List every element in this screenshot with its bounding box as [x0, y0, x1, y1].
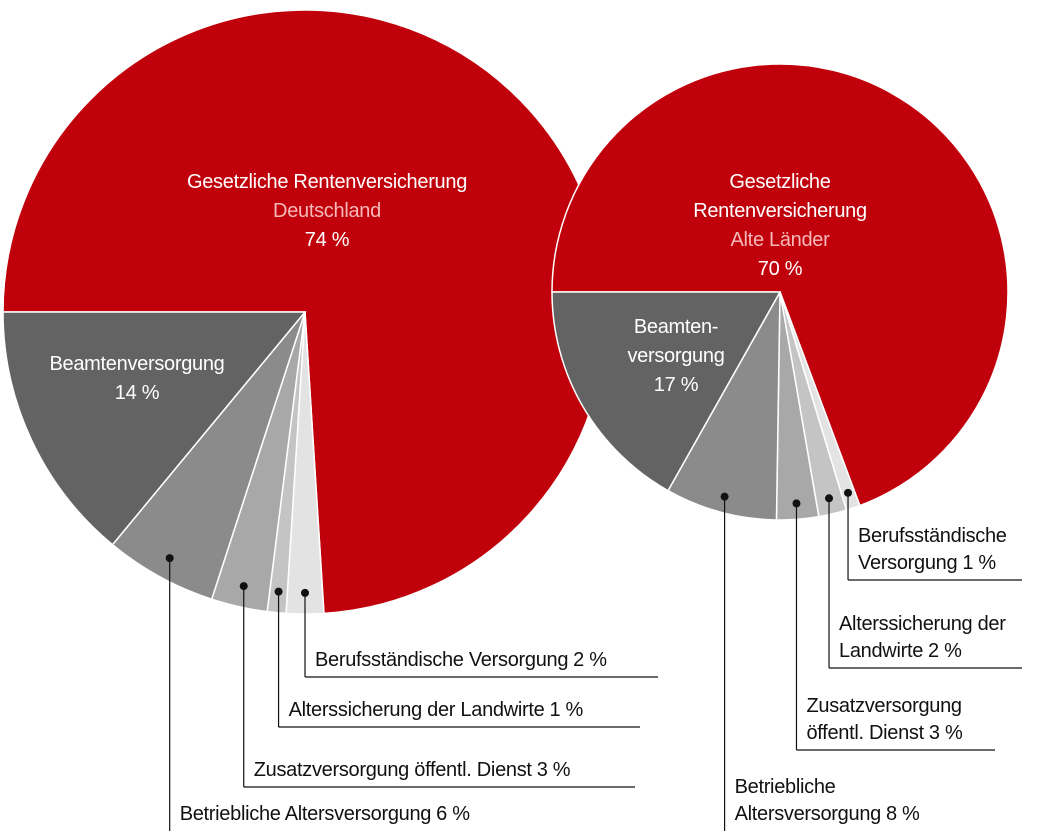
value-label: 2 %	[928, 640, 962, 662]
value-label: 8 %	[885, 803, 920, 825]
subtitle: Deutschland	[273, 200, 381, 222]
value-label: 74 %	[304, 229, 350, 251]
category-label: Gesetzliche Rentenversicherung	[693, 171, 867, 222]
value-label: 1 %	[962, 552, 996, 574]
category-label: Beamtenversorgung	[49, 353, 225, 375]
category-label: Betriebliche Altersversorgung	[179, 803, 432, 825]
pie-slice	[667, 291, 781, 521]
leader-dot	[239, 582, 248, 591]
value-label: 1 %	[549, 699, 584, 721]
value-label: 3 %	[928, 722, 963, 744]
pie-slice	[551, 63, 1009, 507]
value-label: 17 %	[653, 374, 699, 396]
leader-dot	[720, 492, 729, 501]
leader-dot	[792, 499, 801, 508]
category-label: Betriebliche Altersversorgung	[734, 776, 882, 825]
slice-label: Beamten- versorgung 17 %	[627, 313, 724, 400]
category-label: Gesetzliche Rentenversicherung	[186, 171, 468, 193]
leader-dot	[274, 587, 283, 596]
callout-label: Zusatzversorgung öffentl. Dienst 3 %	[806, 693, 962, 747]
callout-label: Zusatzversorgung öffentl. Dienst 3 %	[254, 757, 571, 784]
subtitle: Alte Länder	[730, 229, 830, 251]
leader-dot	[301, 588, 309, 597]
category-label: Zusatzversorgung öffentl. Dienst	[806, 695, 962, 744]
callout-label: Betriebliche Altersversorgung 8 %	[735, 774, 920, 828]
category-label: Zusatzversorgung öffentl. Dienst	[253, 759, 532, 781]
pie-slice	[2, 311, 307, 546]
value-label: 14 %	[114, 382, 160, 404]
slice-label: Beamtenversorgung 14 %	[49, 350, 224, 408]
value-label: 2 %	[573, 649, 607, 671]
leader-dot	[844, 488, 853, 497]
slice-label: Gesetzliche Rentenversicherung Alte Lände…	[651, 168, 909, 284]
value-label: 6 %	[436, 803, 470, 825]
leader-dot	[825, 494, 834, 503]
slice-label: Gesetzliche Rentenversicherung Deutschlan…	[187, 168, 467, 255]
callout-label: Alterssicherung der Landwirte 1 %	[288, 697, 584, 724]
category-label: Berufsständische Versorgung	[858, 525, 1007, 574]
callout-label: Berufsständische Versorgung 2 %	[315, 647, 607, 674]
category-label: Alterssicherung der Landwirte	[839, 613, 1006, 662]
pie-slice	[551, 291, 782, 492]
value-label: 3 %	[536, 759, 571, 781]
category-label: Beamten- versorgung	[627, 316, 725, 367]
category-label: Alterssicherung der Landwirte	[288, 699, 545, 721]
value-label: 70 %	[757, 258, 803, 280]
callout-label: Berufsständische Versorgung 1 %	[858, 523, 1007, 577]
leader-dot	[165, 554, 174, 563]
category-label: Berufsständische Versorgung	[315, 649, 569, 671]
callout-label: Alterssicherung der Landwirte 2 %	[839, 611, 1006, 665]
callout-label: Betriebliche Altersversorgung 6 %	[180, 801, 470, 828]
